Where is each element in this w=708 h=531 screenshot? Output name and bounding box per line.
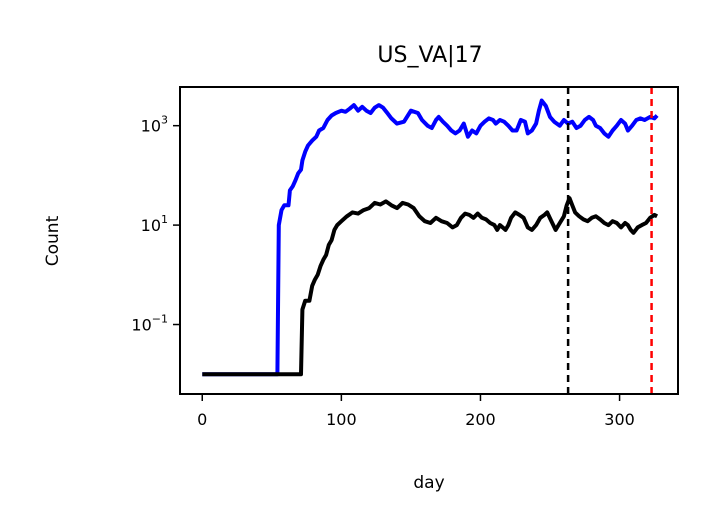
y-axis: 10−1 101 103 bbox=[131, 114, 180, 335]
plot-area bbox=[202, 87, 659, 394]
y-tick-label: 101 bbox=[141, 213, 168, 235]
series-line-1 bbox=[202, 196, 659, 377]
x-tick-label: 300 bbox=[604, 410, 635, 429]
axes-frame bbox=[179, 86, 679, 395]
y-tick-label: 10−1 bbox=[131, 313, 168, 335]
x-axis-label: day bbox=[413, 473, 444, 493]
chart-title: US_VA|17 bbox=[377, 43, 482, 68]
y-axis-label: Count bbox=[43, 215, 63, 266]
series-line-0 bbox=[202, 98, 659, 377]
y-tick-label: 103 bbox=[141, 114, 168, 136]
x-axis: 0 100 200 300 bbox=[197, 394, 635, 429]
x-tick-label: 200 bbox=[465, 410, 496, 429]
x-tick-label: 0 bbox=[197, 410, 207, 429]
x-tick-label: 100 bbox=[326, 410, 357, 429]
